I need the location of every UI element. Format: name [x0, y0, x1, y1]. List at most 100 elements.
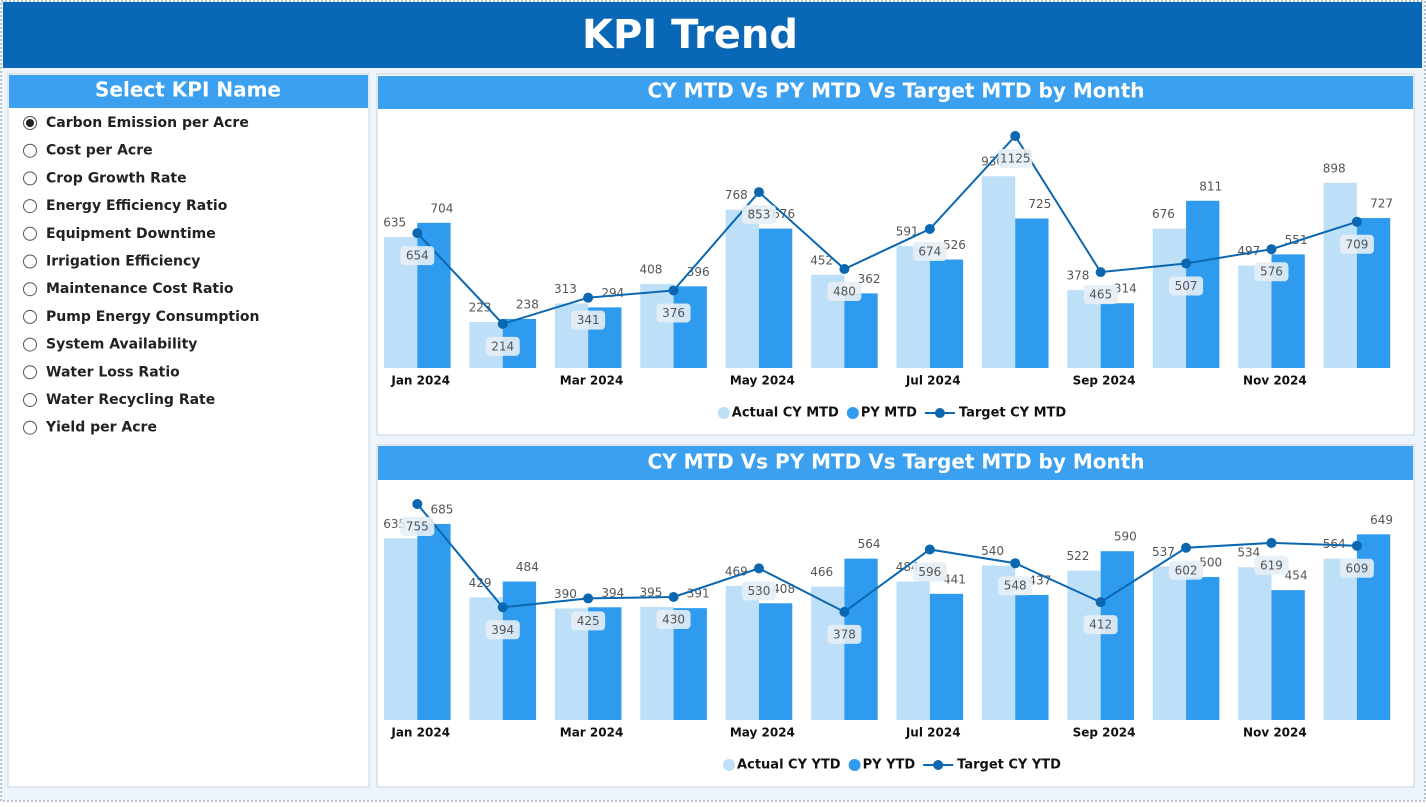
bar — [673, 286, 707, 368]
bar — [1323, 558, 1357, 720]
legend-marker — [848, 759, 861, 771]
data-label: 654 — [406, 249, 429, 263]
slicer-item[interactable]: Pump Energy Consumption — [23, 309, 260, 325]
radio-button[interactable] — [23, 254, 37, 269]
x-tick-label: Mar 2024 — [560, 726, 624, 740]
target-line — [416, 503, 1357, 614]
bar — [844, 293, 878, 368]
slicer-item-label[interactable]: Irrigation Efficiency — [46, 254, 200, 270]
slicer-item-label[interactable]: Crop Growth Rate — [46, 170, 187, 186]
radio-button[interactable] — [23, 365, 37, 380]
bar — [981, 176, 1016, 368]
bar — [1015, 594, 1049, 720]
slicer-item-label[interactable]: Energy Efficiency Ratio — [46, 198, 228, 214]
x-tick-label: Jul 2024 — [905, 374, 961, 388]
slicer-item-label[interactable]: Maintenance Cost Ratio — [46, 281, 234, 297]
data-label-box — [1083, 615, 1118, 635]
bar — [1186, 576, 1220, 720]
slicer-item-label[interactable]: Cost per Acre — [46, 143, 153, 159]
target-point — [1351, 540, 1362, 551]
data-label: 314 — [1114, 282, 1137, 296]
radio-button[interactable] — [23, 226, 37, 241]
x-tick-label: Sep 2024 — [1073, 726, 1136, 740]
data-label-box — [656, 609, 691, 629]
data-label-box — [485, 620, 520, 640]
data-label: 378 — [833, 627, 856, 641]
slicer-panel — [7, 73, 370, 788]
radio-button[interactable] — [23, 420, 37, 435]
legend-label: Target CY MTD — [959, 406, 1067, 421]
target-point — [1095, 267, 1106, 278]
slicer-item-label[interactable]: Water Recycling Rate — [46, 392, 215, 408]
slicer-item[interactable]: Maintenance Cost Ratio — [23, 281, 234, 297]
slicer-item[interactable]: Water Loss Ratio — [23, 364, 181, 380]
slicer-item[interactable]: System Availability — [23, 337, 198, 353]
x-tick-label: Jul 2024 — [905, 726, 961, 740]
radio-button[interactable] — [23, 199, 37, 214]
target-point — [412, 228, 423, 239]
data-label: 725 — [1028, 197, 1051, 211]
radio-button[interactable] — [23, 282, 37, 297]
data-label: 362 — [858, 272, 881, 286]
data-label: 522 — [1067, 549, 1090, 563]
slicer-item[interactable]: Energy Efficiency Ratio — [23, 198, 228, 214]
target-point — [1010, 558, 1021, 569]
slicer-item[interactable]: Cost per Acre — [23, 143, 153, 159]
x-tick-label: Jan 2024 — [390, 726, 450, 740]
slicer-item[interactable]: Equipment Downtime — [23, 226, 216, 242]
data-label: 709 — [1345, 237, 1368, 251]
slicer-item[interactable]: Irrigation Efficiency — [23, 254, 201, 270]
data-label-box — [1169, 276, 1204, 296]
bar — [929, 593, 964, 720]
bar — [1152, 228, 1187, 368]
x-tick-label: Mar 2024 — [560, 374, 624, 388]
legend-marker — [934, 408, 945, 418]
slicer-item[interactable]: Water Recycling Rate — [23, 392, 216, 408]
radio-button[interactable] — [23, 337, 37, 352]
data-label-box — [912, 562, 947, 582]
data-label: 507 — [1175, 279, 1198, 293]
slicer-item-label[interactable]: Pump Energy Consumption — [46, 309, 260, 325]
bar — [725, 209, 759, 368]
target-point — [1181, 258, 1192, 269]
data-label: 853 — [748, 208, 771, 222]
bar — [758, 228, 793, 368]
x-tick-label: Nov 2024 — [1243, 374, 1307, 388]
bar — [1152, 566, 1187, 720]
radio-button[interactable] — [23, 309, 37, 324]
slicer-item-label[interactable]: Equipment Downtime — [46, 226, 216, 242]
slicer-item-label[interactable]: System Availability — [46, 337, 197, 353]
data-label: 602 — [1175, 563, 1198, 577]
data-label: 412 — [1089, 618, 1112, 632]
slicer-item[interactable]: Carbon Emission per Acre — [23, 115, 249, 131]
radio-button[interactable] — [23, 143, 37, 158]
radio-button[interactable] — [23, 393, 37, 407]
data-label: 649 — [1370, 513, 1393, 527]
data-label: 480 — [833, 285, 856, 299]
data-label: 394 — [491, 623, 514, 637]
slicer-item-label[interactable]: Yield per Acre — [45, 420, 157, 436]
data-label: 452 — [810, 253, 833, 267]
target-point — [1095, 597, 1106, 608]
data-label: 576 — [1260, 265, 1283, 279]
x-tick-label: May 2024 — [730, 726, 795, 740]
data-label-box — [1254, 262, 1289, 282]
data-label-box — [1169, 560, 1204, 580]
data-label: 484 — [516, 560, 539, 574]
data-label: 537 — [1152, 545, 1175, 559]
slicer-item[interactable]: Crop Growth Rate — [23, 170, 187, 186]
bar — [758, 603, 793, 720]
data-label: 465 — [1089, 288, 1112, 302]
chart-title: CY MTD Vs PY MTD Vs Target MTD by Month — [647, 79, 1144, 103]
slicer-item-label[interactable]: Water Loss Ratio — [46, 364, 180, 380]
slicer-item-label[interactable]: Carbon Emission per Acre — [46, 115, 249, 131]
target-point — [1266, 537, 1277, 548]
data-label: 376 — [662, 306, 685, 320]
slicer-item[interactable]: Yield per Acre — [23, 420, 157, 436]
radio-button[interactable] — [23, 171, 37, 186]
target-point — [668, 285, 679, 296]
target-point — [1266, 244, 1277, 255]
data-label: 768 — [725, 188, 748, 202]
data-label: 755 — [406, 520, 429, 534]
legend-label: Target CY YTD — [957, 758, 1061, 773]
